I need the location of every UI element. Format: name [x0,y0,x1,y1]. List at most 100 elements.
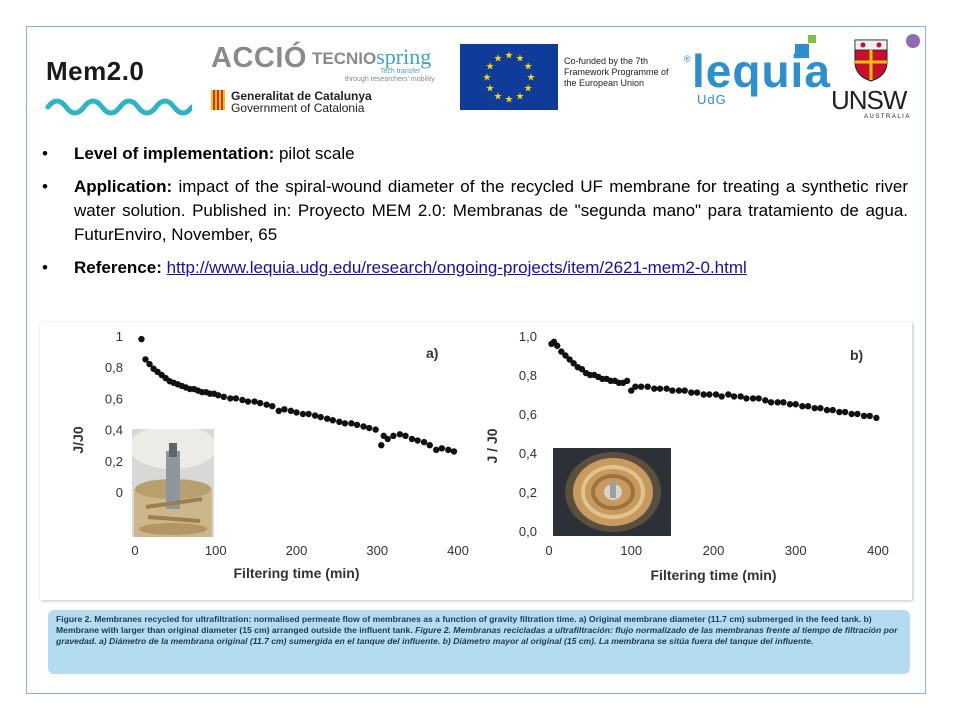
data-point [402,432,409,440]
y-tick-label: 1,0 [519,329,537,344]
data-point [637,383,645,390]
data-point [681,387,688,394]
data-point [774,399,781,406]
y-tick-label: 0,8 [519,368,537,383]
eu-star-icon: ★ [483,73,492,84]
y-axis-label: J / J0 [484,428,500,463]
eu-funding-text: Co-funded by the 7th Framework Programme… [564,56,669,88]
data-point [293,409,300,416]
x-tick-label: 200 [703,543,725,558]
membrane-photo-b [553,448,671,536]
lequia-small-square-icon [808,35,816,43]
unsw-logo-subtitle: AUSTRALIA [864,114,911,120]
figure-caption: Figure 2. Membranes recycled for ultrafi… [48,610,910,674]
reference-link[interactable]: http://www.lequia.udg.edu/research/ongoi… [166,258,747,277]
data-point [142,356,149,363]
panel-label: b) [850,347,863,363]
data-point [251,398,258,405]
data-point [323,415,331,422]
eu-star-icon: ★ [494,92,503,103]
gencat-line2: Government of Catalonia [231,101,365,115]
eu-star-icon: ★ [524,62,533,73]
y-tick-label: 0,6 [105,391,123,406]
data-point [854,410,861,418]
data-point [866,412,873,420]
charts-svg: 0 0,2 0,4 0,6 0,8 1 0 100 200 300 400 Filtering tim… [70,329,889,583]
data-point [792,401,799,408]
tecnio-subtitle: Tech transfer [380,68,421,75]
data-point [311,412,319,419]
data-point [138,335,145,343]
x-tick-label: 0 [545,543,552,558]
data-point [780,399,787,406]
catalan-flag-icon [211,90,225,110]
gencat-logo: Generalitat de Catalunya Government of C… [211,89,381,115]
data-point [762,397,769,404]
eu-star-icon: ★ [516,92,525,103]
y-tick-label: 0,6 [519,407,537,422]
eu-star-icon: ★ [485,84,494,95]
x-axis-label: Filtering time (min) [651,567,777,583]
data-point [755,395,762,402]
data-point [232,395,240,402]
data-point [396,431,404,438]
panel-label: a) [426,345,438,361]
data-point [244,398,252,405]
data-point [299,410,307,418]
data-point [570,360,577,367]
project-logo-wave-icon [45,98,192,116]
data-point [767,399,775,406]
figure-panel: 0 0,2 0,4 0,6 0,8 1 0 100 200 300 400 Filtering tim… [40,322,912,600]
data-point [706,391,713,398]
slide-frame [26,26,926,694]
data-point [353,421,361,429]
data-point [656,385,664,392]
x-axis-label: Filtering time (min) [234,565,360,581]
data-point [360,423,367,430]
data-point [817,404,824,412]
data-point [432,446,440,454]
data-point [811,404,818,412]
data-point [651,385,658,392]
data-point [256,399,264,407]
eu-star-icon: ★ [505,51,514,62]
data-point [749,395,757,402]
data-point [239,396,246,404]
eu-star-icon: ★ [527,73,536,84]
membrane-photo-a [132,429,214,537]
gencat-line1: Generalitat de Catalunya [231,89,372,103]
x-tick-label: 100 [205,543,227,558]
lequia-square-icon [795,44,809,58]
data-point [712,391,720,398]
data-point [688,389,695,396]
data-point [329,417,337,424]
data-point [450,448,458,455]
data-point [336,418,343,425]
x-tick-label: 100 [620,543,642,558]
y-tick-label: 0,2 [105,454,123,469]
data-point [263,401,270,408]
y-tick-label: 0,4 [519,446,537,461]
data-point [438,445,446,452]
data-point [743,395,750,402]
data-point [390,432,397,440]
eu-star-icon: ★ [494,53,503,64]
data-point [214,392,222,399]
y-tick-label: 0 [116,485,123,500]
data-point [554,342,561,349]
data-point [558,348,565,355]
data-point [220,393,228,401]
data-point [700,391,707,398]
data-point [408,435,416,443]
data-point [730,393,738,400]
data-point [578,365,586,373]
data-point [378,442,385,449]
purple-dot-decoration [906,34,920,48]
data-point [693,389,701,396]
project-logo-text: Mem2.0 [46,56,145,86]
eu-star-icon: ★ [516,53,525,64]
data-point [146,360,153,368]
bullet-application: • Application: impact of the spiral-woun… [42,177,908,244]
y-tick-label: 0,8 [105,360,123,375]
data-point [269,403,276,410]
